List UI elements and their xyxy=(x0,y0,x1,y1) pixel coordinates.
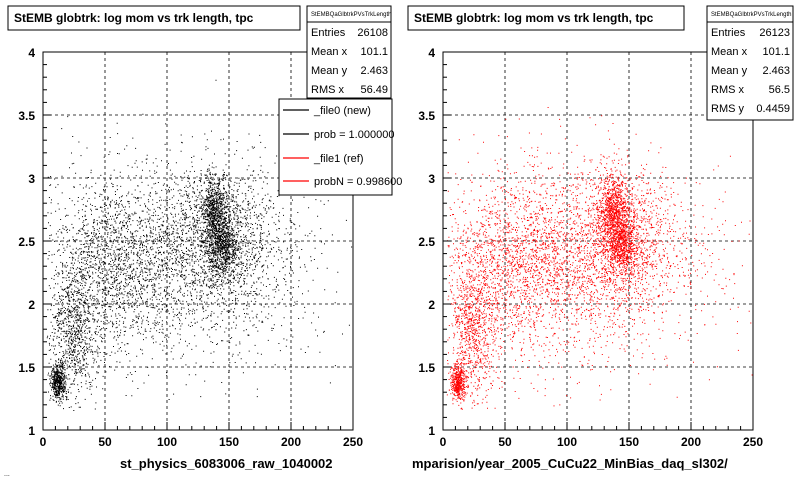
left-stats-label-rms-x: RMS x xyxy=(311,84,345,96)
legend-label-file1: _file1 (ref) xyxy=(313,153,364,165)
right-stats-label-entries: Entries xyxy=(711,27,746,39)
right-axes: 0 50 100 150 200 250 1 1.5 2 2.5 3 3.5 4 xyxy=(418,46,763,449)
left-x-tick-label: 100 xyxy=(157,435,177,449)
right-y-tick-label: 2.5 xyxy=(418,235,435,249)
legend-label-prob: prob = 1.000000 xyxy=(314,129,394,141)
right-chart-title: StEMB globtrk: log mom vs trk length, tp… xyxy=(414,11,654,25)
right-title-box xyxy=(407,5,685,31)
right-x-tick-label: 100 xyxy=(557,435,577,449)
right-y-tick-label: 3 xyxy=(428,172,435,186)
right-y-tick-label: 1.5 xyxy=(418,361,435,375)
left-y-tick-label: 3 xyxy=(28,172,35,186)
right-y-tick-label: 1 xyxy=(428,424,435,438)
legend-label-file0: _file0 (new) xyxy=(313,105,371,117)
left-y-tick-label: 1 xyxy=(28,424,35,438)
left-stats-value-mean-x: 101.1 xyxy=(360,46,388,58)
right-stats-label-rms-x: RMS x xyxy=(711,84,745,96)
left-y-tick-label: 4 xyxy=(28,46,35,60)
right-x-tick-label: 0 xyxy=(440,435,447,449)
right-y-tick-label: 2 xyxy=(428,298,435,312)
right-scatter-points xyxy=(446,107,753,410)
right-x-tick-label: 150 xyxy=(619,435,639,449)
left-x-axis-label: st_physics_6083006_raw_1040002 xyxy=(120,456,333,471)
left-y-tick-label: 2.5 xyxy=(18,235,35,249)
right-stats-value-mean-x: 101.1 xyxy=(762,46,790,58)
left-axes: 0 50 100 150 200 250 1 1.5 2 2.5 3 3.5 4 xyxy=(18,46,363,449)
left-stats-value-rms-x: 56.49 xyxy=(360,84,388,96)
right-stats-label-rms-y: RMS y xyxy=(711,103,745,115)
right-stats-value-rms-x: 56.5 xyxy=(769,84,790,96)
right-stats-label-mean-x: Mean x xyxy=(711,46,748,58)
left-y-tick-label: 2 xyxy=(28,298,35,312)
right-pad: 0 50 100 150 200 250 1 1.5 2 2.5 3 3.5 4 StEMB globt… xyxy=(407,5,794,471)
left-chart-title: StEMB globtrk: log mom vs trk length, tp… xyxy=(14,11,254,25)
right-x-tick-label: 200 xyxy=(681,435,701,449)
left-y-tick-label: 3.5 xyxy=(18,109,35,123)
right-stats-box: StEMBQaGlbtrkPVsTrkLength Entries 26123 … xyxy=(706,5,794,121)
right-stats-box-frame xyxy=(706,5,794,121)
left-x-tick-label: 0 xyxy=(40,435,47,449)
legend-label-probN: probN = 0.998600 xyxy=(314,176,402,188)
legend-frame xyxy=(278,98,393,196)
footer-text: ... xyxy=(4,471,10,478)
right-x-axis-label: mparision/year_2005_CuCu22_MinBias_daq_s… xyxy=(412,456,728,471)
left-x-tick-label: 150 xyxy=(219,435,239,449)
right-x-tick-label: 250 xyxy=(743,435,763,449)
left-stats-value-entries: 26108 xyxy=(357,27,388,39)
left-pad: 0 50 100 150 200 250 1 1.5 2 2.5 3 3.5 4 StEMB globt… xyxy=(4,5,403,478)
left-title-box xyxy=(7,5,301,31)
left-stats-box: StEMBQaGlbtrkPVsTrkLength Entries 26108 … xyxy=(306,5,392,99)
left-stats-header: StEMBQaGlbtrkPVsTrkLength xyxy=(311,12,391,18)
left-scatter-series xyxy=(46,79,353,411)
left-stats-label-mean-x: Mean x xyxy=(311,46,348,58)
left-scatter-points xyxy=(46,79,353,411)
left-x-tick-label: 50 xyxy=(98,435,112,449)
right-grid xyxy=(443,52,753,430)
right-stats-value-entries: 26123 xyxy=(759,27,790,39)
right-stats-value-rms-y: 0.4459 xyxy=(756,103,790,115)
left-x-tick-label: 250 xyxy=(343,435,363,449)
right-stats-label-mean-y: Mean y xyxy=(711,65,748,77)
right-stats-value-mean-y: 2.463 xyxy=(762,65,790,77)
left-stats-label-mean-y: Mean y xyxy=(311,65,348,77)
legend: _file0 (new) prob = 1.000000 _file1 (ref… xyxy=(278,98,402,196)
right-x-tick-label: 50 xyxy=(498,435,512,449)
right-y-tick-label: 4 xyxy=(428,46,435,60)
right-scatter-series xyxy=(446,107,753,410)
left-x-tick-label: 200 xyxy=(281,435,301,449)
right-stats-header: StEMBQaGlbtrkPVsTrkLength xyxy=(711,12,791,18)
left-stats-value-mean-y: 2.463 xyxy=(360,65,388,77)
left-stats-label-entries: Entries xyxy=(311,27,346,39)
left-y-tick-label: 1.5 xyxy=(18,361,35,375)
left-stats-box-frame xyxy=(306,5,392,99)
right-y-tick-label: 3.5 xyxy=(418,109,435,123)
